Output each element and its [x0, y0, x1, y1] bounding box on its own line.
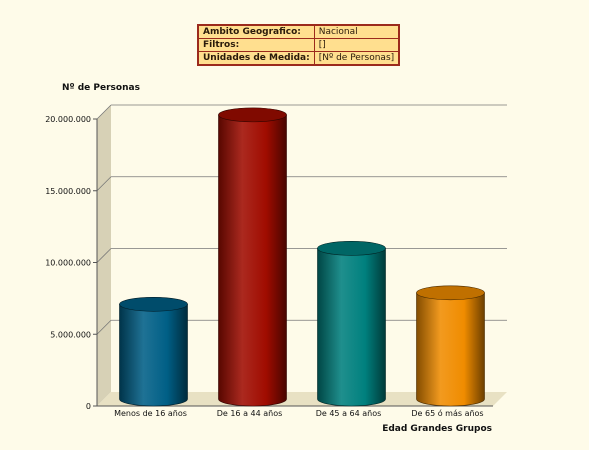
- info-label: Filtros:: [197, 38, 315, 52]
- x-tick-label: De 65 ó más años: [411, 408, 483, 418]
- bar-top: [317, 241, 386, 256]
- info-row-unidades: Unidades de Medida: [Nº de Personas]: [197, 51, 400, 66]
- info-table: Ambito Geografico: Nacional Filtros: [] …: [197, 24, 401, 66]
- bar-body: [317, 248, 386, 407]
- bar-top: [416, 285, 485, 301]
- x-tick-label: De 45 a 64 años: [316, 409, 382, 418]
- y-tick-label: 10.000.000: [45, 259, 91, 268]
- bar-body: [416, 292, 485, 407]
- bar-top: [119, 296, 188, 312]
- info-label: Unidades de Medida:: [197, 51, 315, 66]
- x-tick-label: Menos de 16 años: [114, 409, 187, 418]
- bar-body: [218, 114, 287, 407]
- bar: [119, 296, 188, 407]
- x-axis-title: Edad Grandes Grupos: [382, 424, 492, 434]
- grid-line-side: [96, 319, 112, 335]
- x-axis-labels: Menos de 16 años De 16 a 44 años De 45 a 6…: [114, 408, 484, 418]
- info-value: []: [313, 38, 400, 52]
- bar-series: [119, 107, 485, 407]
- grid-line-side: [96, 104, 112, 120]
- y-tick-label: 0: [86, 402, 91, 411]
- x-tick-label: De 16 a 44 años: [217, 409, 283, 418]
- grid-line-side: [96, 248, 112, 263]
- y-axis-ticks: 0 5.000.000 10.000.000 15.000.000 20.000.000: [45, 115, 97, 411]
- bar: [218, 107, 287, 407]
- bar: [317, 241, 386, 407]
- bar: [416, 285, 485, 407]
- info-value: [Nº de Personas]: [313, 51, 400, 66]
- info-row-filtros: Filtros: []: [197, 38, 400, 52]
- y-tick-label: 20.000.000: [45, 115, 91, 124]
- y-axis-title: Nº de Personas: [62, 83, 140, 93]
- y-tick-label: 15.000.000: [45, 187, 91, 196]
- grid-line-side: [96, 176, 112, 192]
- plot-floor: [97, 392, 507, 406]
- bar-body: [119, 303, 188, 407]
- y-tick-label: 5.000.000: [50, 330, 91, 339]
- bar-top: [218, 107, 287, 123]
